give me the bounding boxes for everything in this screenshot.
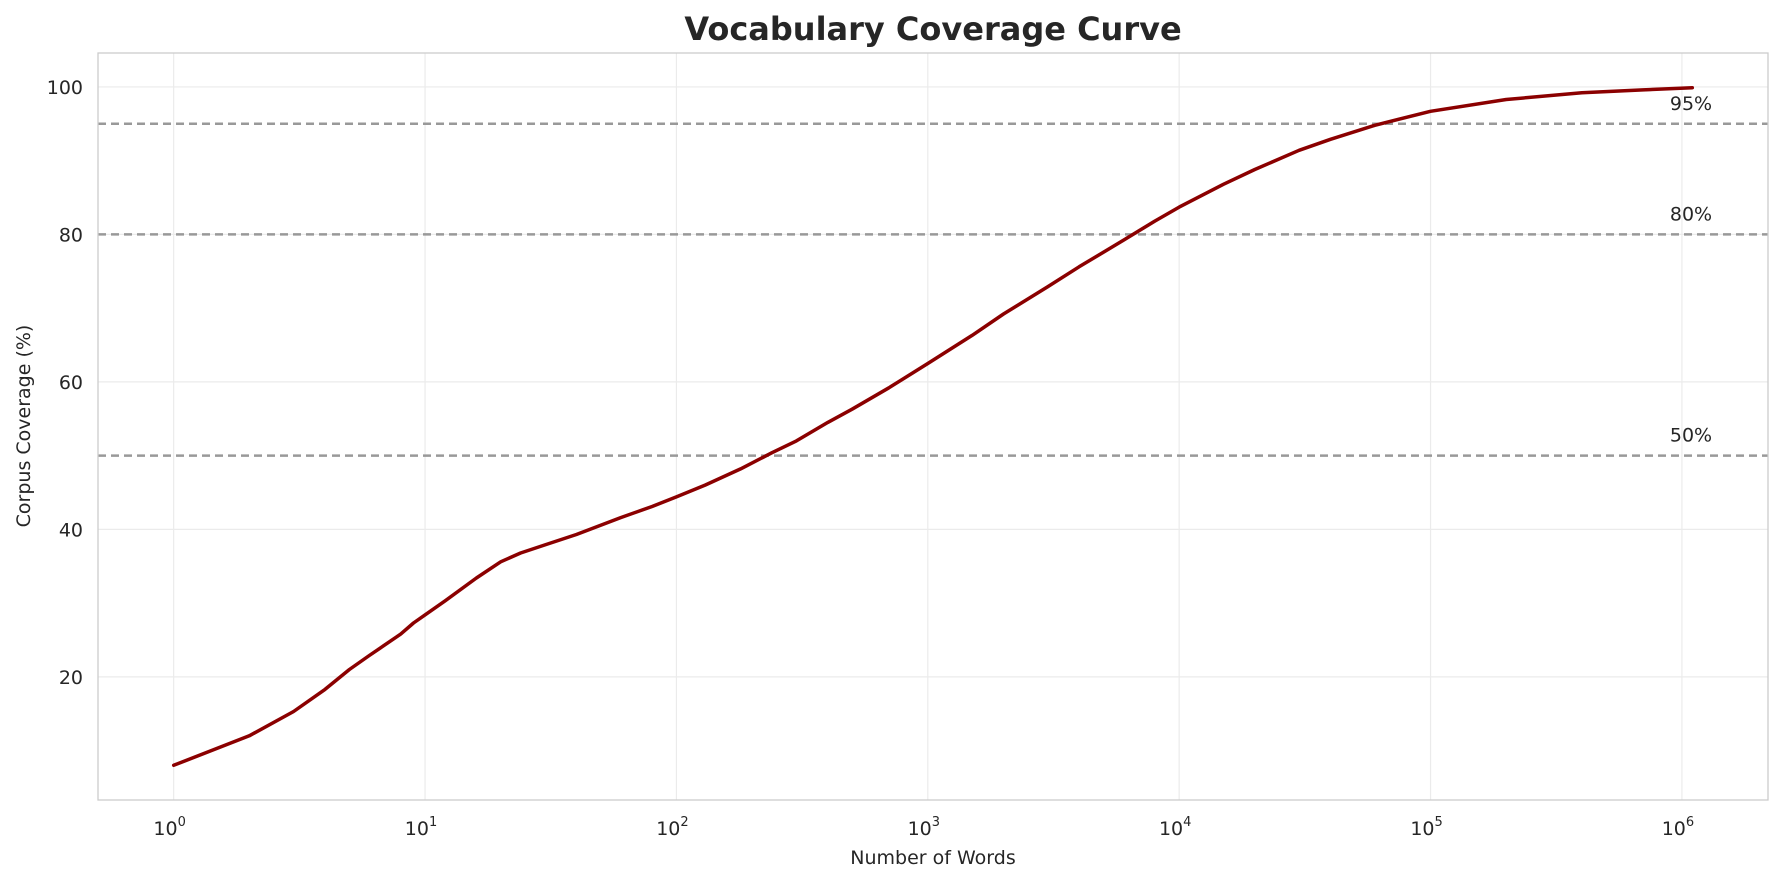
x-tick-label: 100 [153, 815, 185, 840]
y-tick-label: 60 [59, 372, 83, 394]
y-tick-label: 80 [59, 224, 83, 246]
x-tick-label: 106 [1662, 815, 1694, 840]
plot-frame [97, 52, 1769, 801]
coverage-line [171, 85, 1695, 768]
y-tick-labels: 20 40 60 80 100 [47, 77, 83, 689]
x-tick-label: 104 [1159, 815, 1191, 840]
series-group [171, 85, 1695, 768]
x-tick-label: 102 [656, 815, 688, 840]
x-tick-label: 101 [405, 815, 437, 840]
x-tick-label: 105 [1410, 815, 1442, 840]
y-tick-label: 100 [47, 77, 83, 99]
chart-title: Vocabulary Coverage Curve [684, 10, 1181, 48]
x-tick-label: 103 [908, 815, 940, 840]
y-tick-label: 20 [59, 667, 83, 689]
reference-lines: 95% 80% 50% [98, 93, 1768, 457]
reference-label: 50% [1670, 425, 1712, 447]
y-tick-label: 40 [59, 519, 83, 541]
reference-label: 80% [1670, 203, 1712, 225]
x-axis-label: Number of Words [850, 847, 1015, 869]
x-tick-labels: 100 101 102 103 104 105 106 [153, 815, 1694, 840]
y-axis-label: Corpus Coverage (%) [13, 325, 35, 528]
reference-label: 95% [1670, 93, 1712, 115]
